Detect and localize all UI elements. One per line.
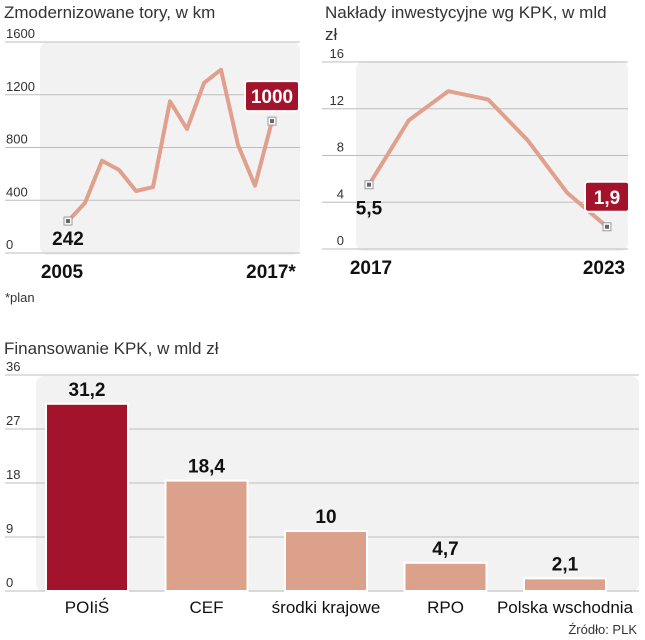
chart3-bar [523,577,607,593]
chart1-start-marker-dot [66,219,70,224]
chart3-category-label: Polska wschodnia [497,598,634,617]
chart3-ytick-label: 0 [6,575,13,590]
chart2-start-label: 5,5 [356,199,383,220]
chart2-end-marker-dot [605,224,609,229]
chart1-title: Zmodernizowane tory, w km [4,3,216,22]
chart2-xtick-label: 2023 [583,258,625,279]
chart2-ytick-label: 0 [337,233,344,248]
chart1-ytick-label: 800 [6,132,28,147]
chart1-ytick-label: 1200 [6,79,35,94]
chart3-bar-value-label: 10 [315,507,336,528]
chart3-bar [284,530,368,592]
chart3-bar-value-label: 2,1 [552,554,579,575]
chart2-ytick-label: 8 [337,140,344,155]
chart2-xtick-label: 2017 [350,258,392,279]
chart1-panel [40,42,300,255]
chart2-title: Nakłady inwestycyjne wg KPK, w mld [325,3,607,22]
chart1-ytick-label: 1600 [6,26,35,41]
chart1-end-marker-dot [270,119,274,124]
chart1-xtick-label: 2005 [41,262,84,283]
chart1-series-line [66,67,274,224]
chart3-bar-value-label: 31,2 [69,380,106,401]
chart1-end-label: 1000 [251,87,293,108]
chart3-ytick-label: 18 [6,467,20,482]
chart3-category-label: POIiŚ [65,598,109,617]
chart3-ytick-label: 9 [6,521,13,536]
chart3-bar-value-label: 18,4 [188,457,225,478]
chart2-end-callout-box [584,180,630,213]
chart2-start-marker-dot [367,182,371,187]
chart3-category-label: RPO [427,598,464,617]
chart3-bar [164,479,249,593]
chart3-title: Finansowanie KPK, w mld zł [4,339,219,358]
source-note: Źródło: PLK [568,622,637,637]
chart2-end-label: 1,9 [594,188,620,209]
chart3-bar [45,402,129,592]
chart3-bar [403,561,488,592]
chart3-bar-value-label: 4,7 [432,539,458,560]
chart1-xtick-label: 2017* [246,262,296,283]
chart1-start-label: 242 [52,229,84,250]
chart3-category-label: CEF [190,598,224,617]
chart1-ytick-label: 0 [6,237,13,252]
chart3-category-label: środki krajowe [272,598,381,617]
chart2-ytick-label: 16 [330,46,344,61]
chart2-ytick-label: 12 [330,93,344,108]
footnote: *plan [5,290,35,305]
chart3-ytick-label: 36 [6,359,20,374]
chart1-end-callout-box [244,80,300,113]
chart2-ytick-label: 4 [337,186,344,201]
chart2-series-line [367,89,609,229]
chart1-ytick-label: 400 [6,184,28,199]
chart3-ytick-label: 27 [6,413,20,428]
chart2-title-line2: zł [325,25,338,44]
